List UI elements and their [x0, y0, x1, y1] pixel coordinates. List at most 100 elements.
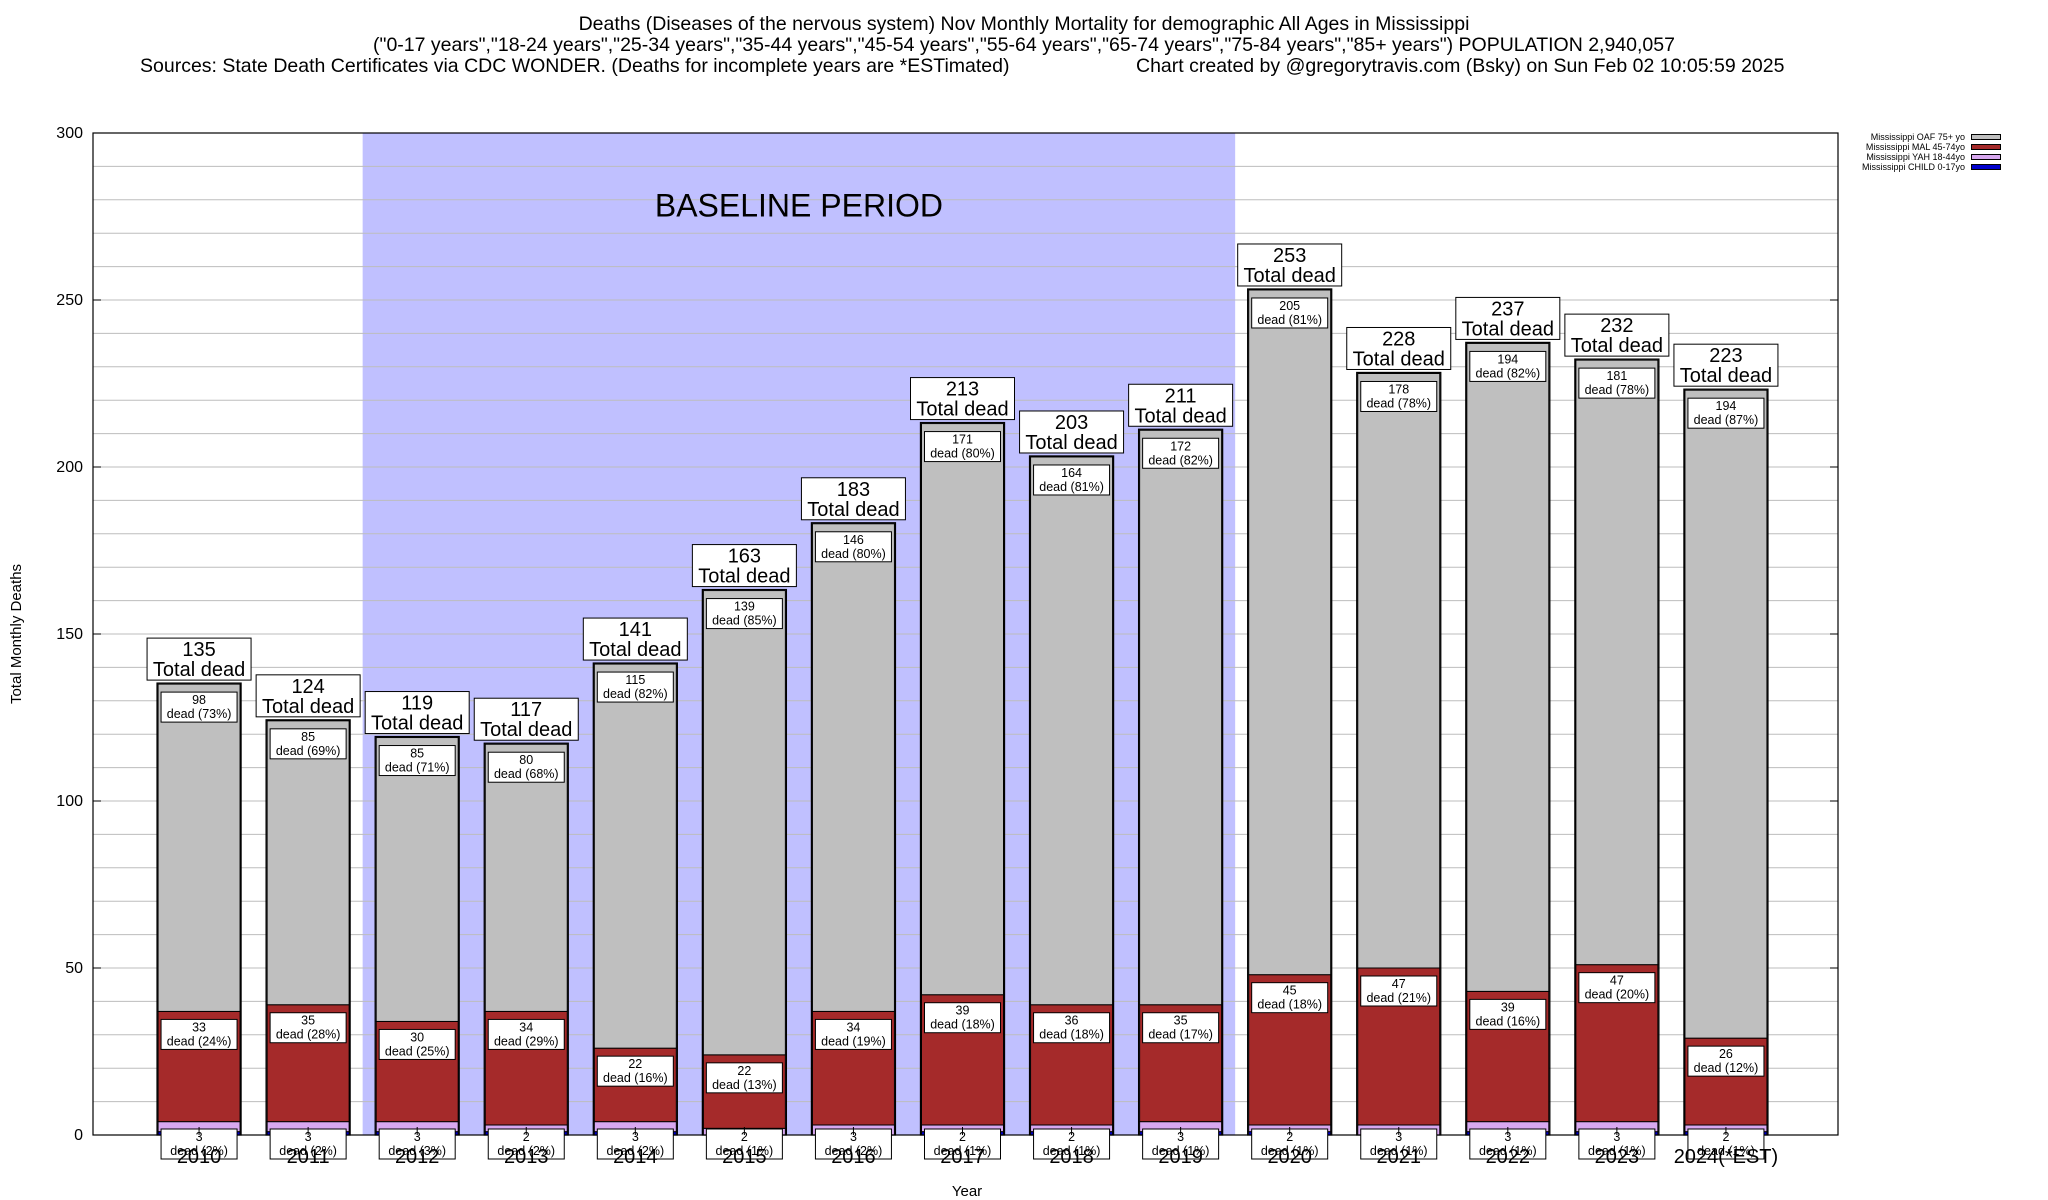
mal-label-text: dead (13%) [712, 1078, 777, 1092]
mal-label-box [378, 1028, 456, 1060]
total-value: 135 [182, 639, 215, 661]
bar-oaf [157, 683, 241, 1012]
total-value: 124 [291, 676, 324, 698]
total-label-box [1564, 313, 1670, 357]
mal-label-box [1578, 972, 1656, 1004]
yah-label-text: dead (2%) [606, 1144, 664, 1158]
y-axis-label: Total Monthly Deaths [8, 564, 25, 704]
mal-label-value: 45 [1283, 984, 1297, 998]
bar-oaf [1030, 456, 1114, 1006]
total-label-box [473, 697, 579, 741]
mal-label-value: 22 [737, 1064, 751, 1078]
oaf-label-value: 115 [625, 673, 645, 687]
yah-label-value: 3 [1395, 1130, 1402, 1144]
yah-label-text: dead (1%) [1152, 1144, 1210, 1158]
y-tick-label: 250 [56, 292, 83, 309]
x-tick-label: 2011 [287, 1146, 330, 1168]
oaf-label-box [1687, 397, 1765, 429]
total-text: Total dead [371, 713, 463, 735]
yah-label-text: dead (1%) [1043, 1144, 1101, 1158]
legend-entry: Mississippi CHILD 0-17yo [1862, 162, 2002, 172]
mal-label-value: 35 [301, 1014, 315, 1028]
oaf-label-box [1578, 367, 1656, 399]
credit-text: Chart created by @gregorytravis.com (Bsk… [1136, 55, 1785, 77]
oaf-label-box [924, 431, 1001, 463]
bar-oaf [1357, 372, 1441, 969]
x-tick-label: 2018 [1049, 1146, 1094, 1168]
legend-label: Mississippi YAH 18-44yo [1866, 152, 1966, 162]
total-value: 211 [1165, 385, 1197, 407]
mal-label-value: 47 [1610, 974, 1624, 988]
oaf-label-value: 171 [952, 433, 973, 447]
mal-label-text: dead (16%) [1476, 1014, 1541, 1028]
oaf-label-value: 80 [519, 753, 533, 767]
bar-oaf [375, 737, 459, 1022]
legend-entry: Mississippi YAH 18-44yo [1862, 152, 2002, 162]
mal-label-value: 36 [1065, 1014, 1079, 1028]
legend-swatch [1971, 144, 2002, 150]
yah-label-value: 3 [1613, 1130, 1620, 1144]
mal-label-value: 39 [1501, 1000, 1515, 1014]
y-tick-label: 300 [56, 125, 83, 142]
oaf-label-text: dead (80%) [821, 547, 886, 561]
legend-label: Mississippi OAF 75+ yo [1870, 132, 1966, 142]
mal-label-value: 47 [1392, 977, 1406, 991]
mal-label-text: dead (17%) [1148, 1028, 1213, 1042]
oaf-label-text: dead (78%) [1366, 396, 1431, 410]
yah-label-value: 2 [523, 1130, 530, 1144]
oaf-label-text: dead (73%) [167, 707, 232, 721]
oaf-label-text: dead (78%) [1585, 383, 1650, 397]
x-tick-label: 2015 [722, 1146, 767, 1168]
total-label-box [800, 477, 906, 521]
mal-label-text: dead (24%) [167, 1034, 232, 1048]
total-text: Total dead [698, 566, 790, 588]
mal-label-box [269, 1012, 347, 1044]
bar-oaf [484, 743, 568, 1012]
y-tick-label: 200 [56, 459, 83, 476]
bar-oaf [1684, 389, 1768, 1039]
x-tick-label: 2022 [1486, 1146, 1531, 1168]
bar-oaf [1139, 429, 1223, 1006]
total-text: Total dead [1571, 335, 1663, 357]
total-text: Total dead [262, 696, 354, 718]
yah-label-text: dead (2%) [279, 1144, 337, 1158]
yah-label-value: 2 [1068, 1130, 1075, 1144]
y-tick-label: 50 [65, 960, 83, 977]
bar-oaf [1466, 342, 1550, 992]
oaf-label-text: dead (69%) [276, 744, 341, 758]
total-value: 119 [401, 693, 433, 715]
oaf-label-value: 205 [1279, 299, 1300, 313]
total-value: 163 [728, 546, 761, 568]
y-tick-label: 150 [56, 626, 83, 643]
total-label-box [1455, 296, 1561, 340]
oaf-label-box [1360, 380, 1438, 412]
mal-label-box [1033, 1012, 1111, 1044]
yah-label-text: dead (1%) [1370, 1144, 1428, 1158]
yah-label-text: dead (2%) [497, 1144, 555, 1158]
oaf-label-box [705, 598, 783, 630]
mal-label-box [924, 1002, 1001, 1034]
oaf-label-value: 85 [410, 747, 424, 761]
mal-label-box [1360, 975, 1438, 1007]
x-tick-label: 2024(*EST) [1674, 1146, 1779, 1168]
bar-oaf [1575, 359, 1659, 966]
mal-label-box [814, 1018, 892, 1050]
mal-label-box [705, 1062, 783, 1094]
oaf-label-text: dead (68%) [494, 767, 559, 781]
oaf-label-text: dead (71%) [385, 761, 450, 775]
mal-label-value: 34 [846, 1020, 860, 1034]
total-text: Total dead [1462, 318, 1554, 340]
total-label-box [1019, 410, 1125, 454]
bar-oaf [811, 523, 895, 1012]
oaf-label-value: 146 [843, 533, 864, 547]
oaf-label-text: dead (82%) [1476, 366, 1541, 380]
x-tick-label: 2019 [1158, 1146, 1203, 1168]
yah-label-value: 3 [196, 1130, 203, 1144]
legend-swatch [1971, 164, 2002, 170]
oaf-label-text: dead (82%) [1148, 453, 1213, 467]
yah-label-value: 3 [414, 1130, 421, 1144]
total-text: Total dead [807, 499, 899, 521]
total-label-box [910, 377, 1015, 421]
chart-subtitle: ("0-17 years","18-24 years","25-34 years… [373, 34, 1675, 56]
